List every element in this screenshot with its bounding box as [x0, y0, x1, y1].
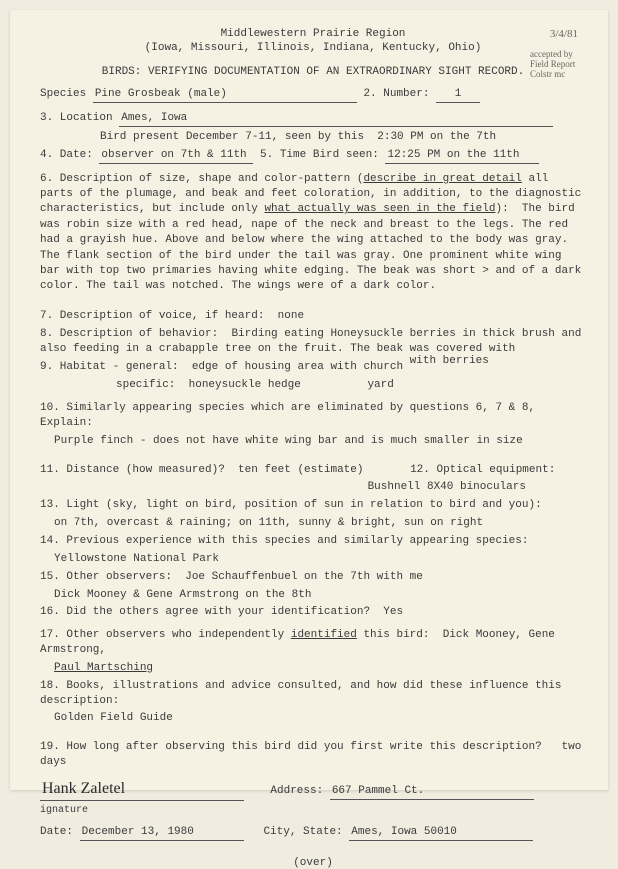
q10-answer: Purple finch - does not have white wing … — [54, 434, 586, 449]
form-title: BIRDS: VERIFYING DOCUMENTATION OF AN EXT… — [40, 66, 586, 80]
q9-general: edge of housing area with church — [192, 361, 403, 373]
q17-b: Paul Martsching — [54, 661, 586, 676]
time-value: 12:25 PM on the 11th — [385, 148, 539, 164]
number-label: 2. Number: — [363, 88, 429, 100]
q8: 8. Description of behavior: Birding eati… — [40, 327, 586, 358]
q15-b: Dick Mooney & Gene Armstrong on the 8th — [54, 588, 586, 603]
handwritten-accepted-note: accepted by Field Report Colstr mc — [530, 50, 590, 80]
q14: 14. Previous experience with this specie… — [40, 534, 586, 549]
citystate-value: Ames, Iowa 50010 — [349, 825, 533, 841]
q11-answer: ten feet (estimate) — [238, 464, 363, 476]
q9-specific: honeysuckle hedge — [189, 379, 301, 391]
q17: 17. Other observers who independently id… — [40, 628, 586, 658]
q16-answer: Yes — [383, 606, 403, 618]
address-value: 667 Pammel Ct. — [330, 784, 534, 800]
q10: 10. Similarly appearing species which ar… — [40, 401, 586, 431]
q13: 13. Light (sky, light on bird, position … — [40, 498, 586, 513]
date-time-row: 4. Date: observer on 7th & 11th 5. Time … — [40, 148, 586, 164]
q6-answer: The bird was robin size with a red head,… — [40, 203, 581, 292]
q6: 6. Description of size, shape and color-… — [40, 172, 586, 295]
date-label: 4. Date: — [40, 149, 93, 161]
q14-answer: Yellowstone National Park — [54, 552, 586, 567]
handwritten-date: 3/4/81 — [550, 28, 578, 40]
q18-answer: Golden Field Guide — [54, 711, 586, 726]
q16: 16. Did the others agree with your ident… — [40, 605, 586, 620]
number-value: 1 — [436, 87, 480, 103]
states-list: (Iowa, Missouri, Illinois, Indiana, Kent… — [40, 42, 586, 56]
species-row: Species Pine Grosbeak (male) 2. Number: … — [40, 87, 586, 103]
q11-q12: 11. Distance (how measured)? ten feet (e… — [40, 463, 586, 478]
q7: 7. Description of voice, if heard: none — [40, 309, 586, 324]
signature: Hank Zaletel — [42, 780, 125, 797]
date-value: observer on 7th & 11th — [99, 148, 253, 164]
formdate-row: Date: December 13, 1980 City, State: Ame… — [40, 825, 586, 841]
q18: 18. Books, illustrations and advice cons… — [40, 679, 586, 709]
formdate-value: December 13, 1980 — [80, 825, 244, 841]
q12-answer: Bushnell 8X40 binoculars — [40, 480, 526, 495]
location-row: 3. Location Ames, Iowa — [40, 111, 586, 127]
q19: 19. How long after observing this bird d… — [40, 740, 586, 770]
species-value: Pine Grosbeak (male) — [93, 87, 357, 103]
q9: 9. Habitat - general: edge of housing ar… — [40, 360, 586, 375]
document-page: 3/4/81 accepted by Field Report Colstr m… — [10, 10, 608, 790]
signature-label: ignature — [40, 804, 586, 818]
q15: 15. Other observers: Joe Schauffenbuel o… — [40, 570, 586, 585]
time-label: 5. Time Bird seen: — [260, 149, 379, 161]
q9-specific-row: specific: honeysuckle hedge yard — [116, 378, 586, 393]
signature-row: Hank Zaletel Address: 667 Pammel Ct. — [40, 778, 586, 801]
q7-answer: none — [278, 310, 304, 322]
region-name: Middlewestern Prairie Region — [40, 28, 586, 42]
q13-answer: on 7th, overcast & raining; on 11th, sun… — [54, 516, 586, 531]
date-pretext: Bird present December 7-11, seen by this… — [100, 130, 586, 145]
location-label: 3. Location — [40, 112, 113, 124]
over-marker: (over) — [40, 857, 586, 869]
location-value: Ames, Iowa — [119, 111, 553, 127]
species-label: Species — [40, 88, 86, 100]
q15-a: Joe Schauffenbuel on the 7th with me — [185, 571, 423, 583]
header: Middlewestern Prairie Region (Iowa, Miss… — [40, 28, 586, 79]
